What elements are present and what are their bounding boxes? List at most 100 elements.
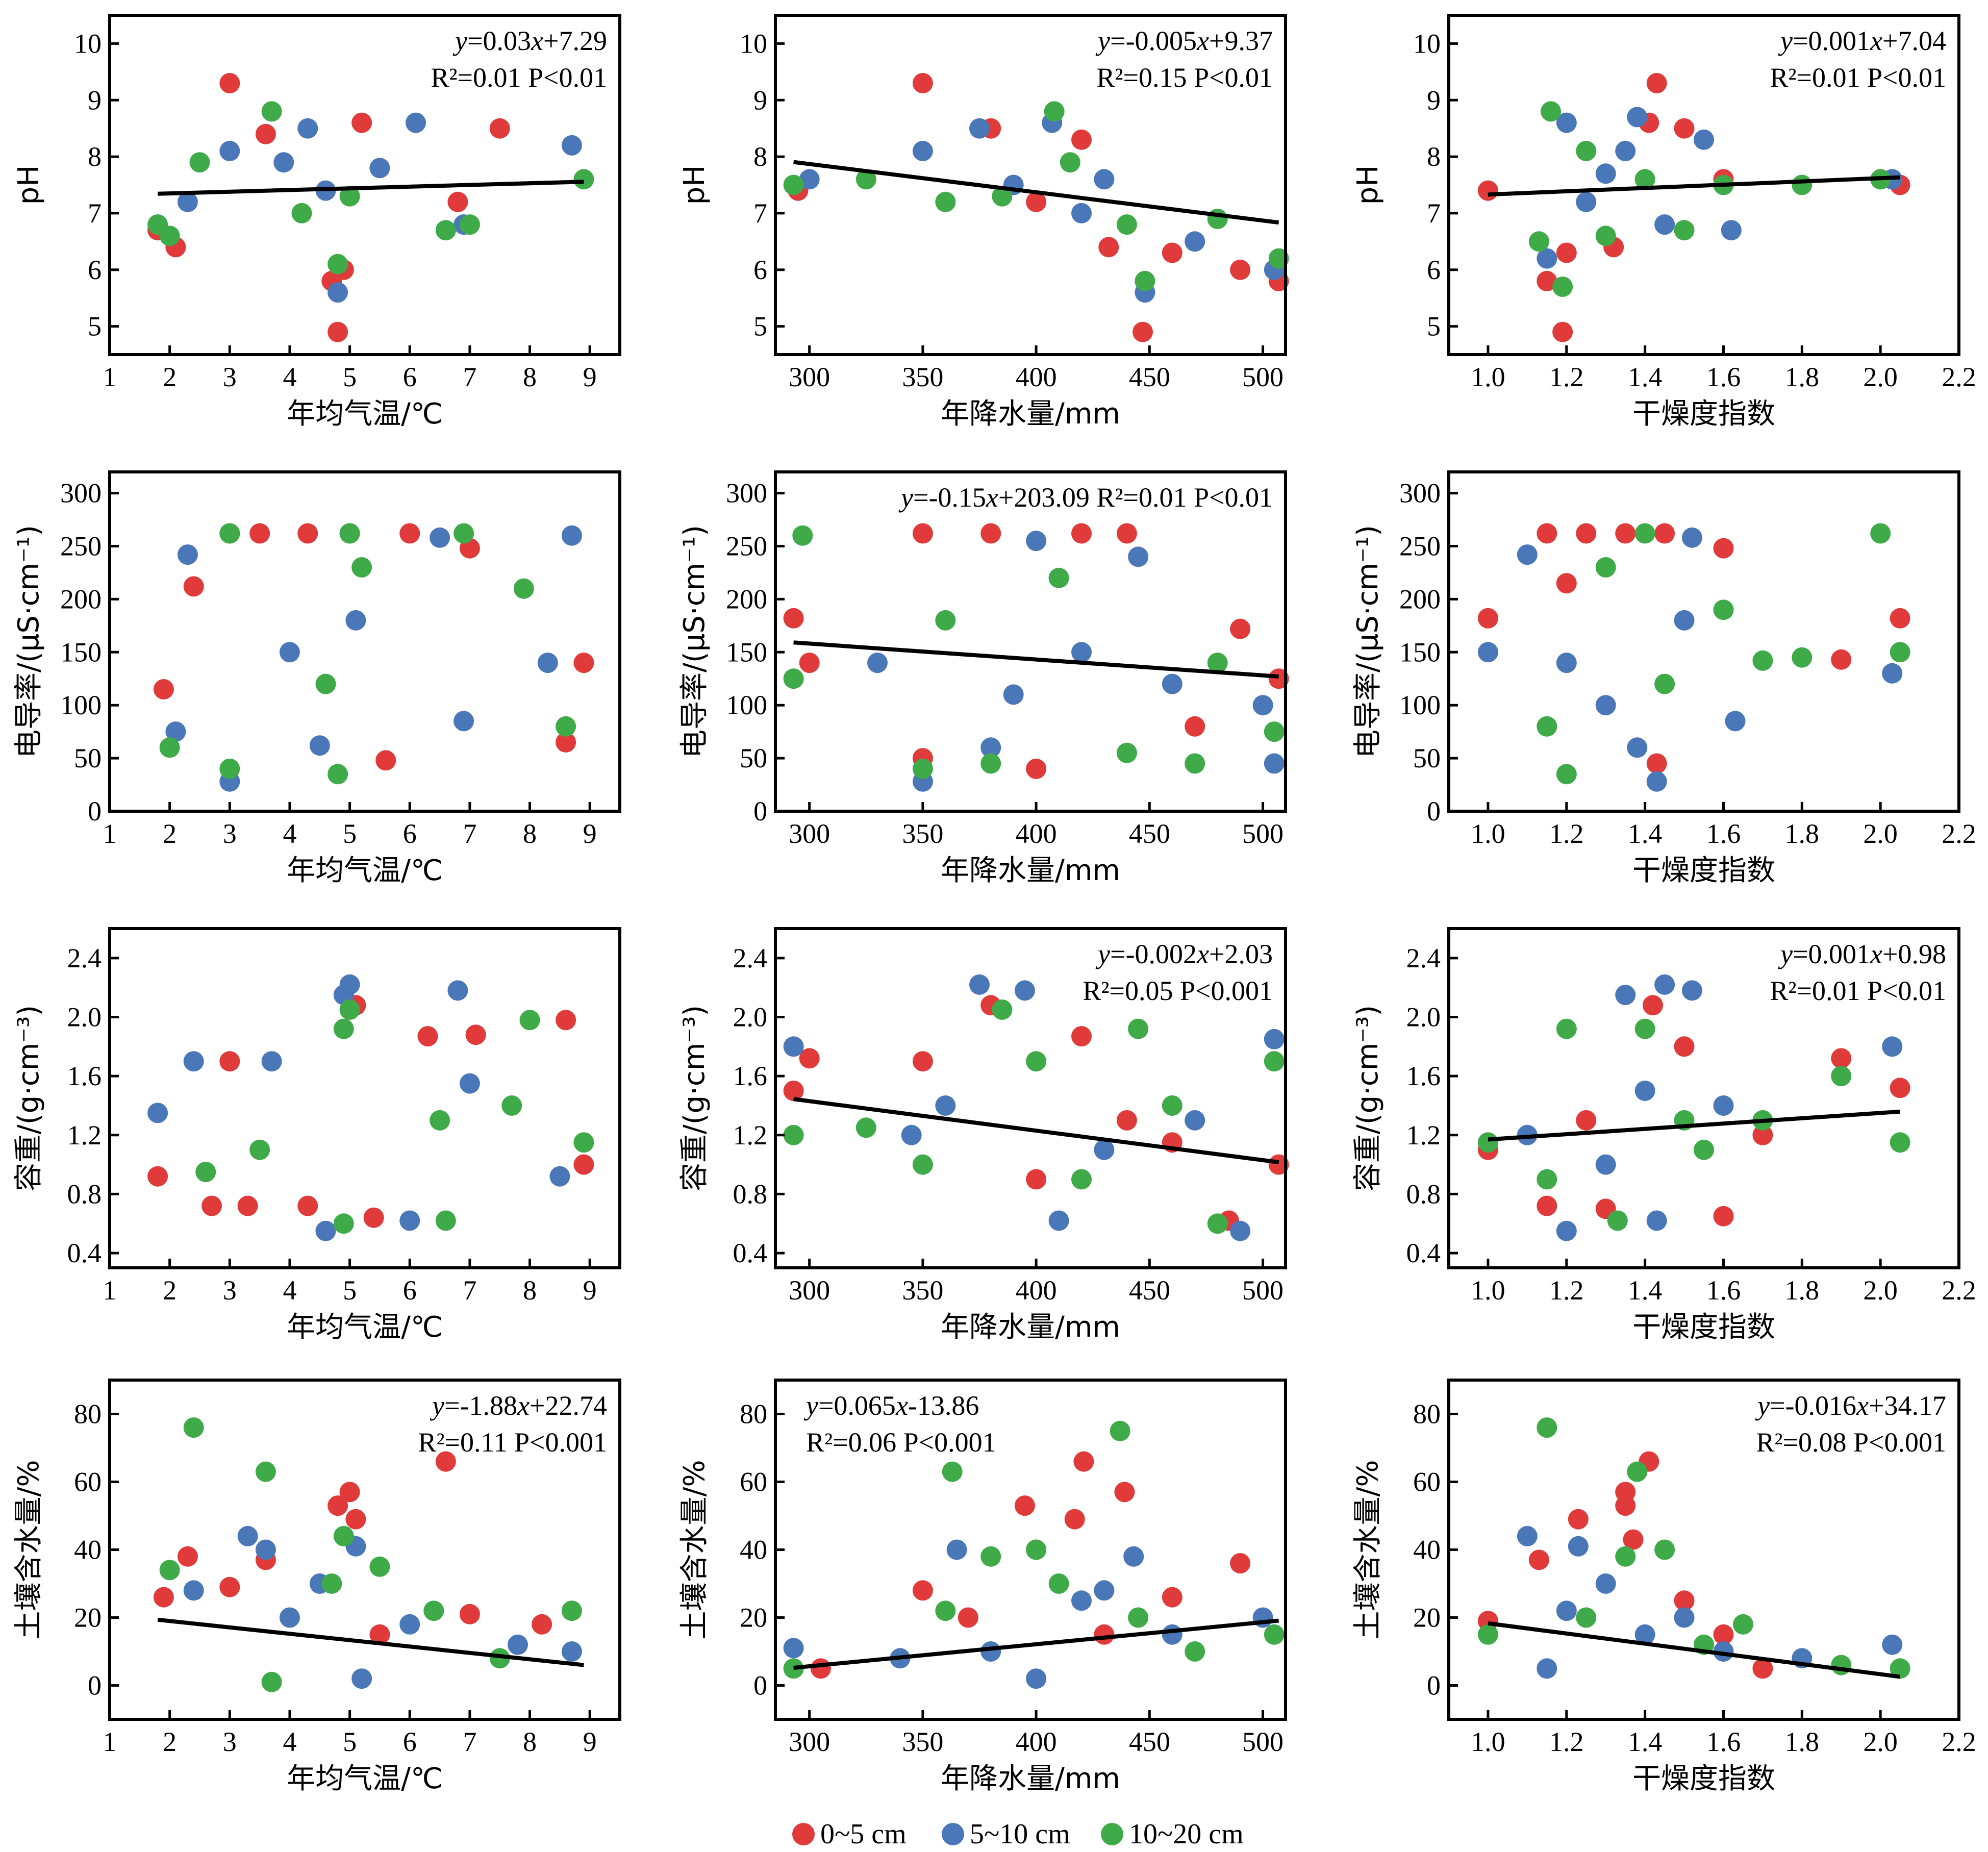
x-tick-label: 350: [902, 818, 943, 849]
point-s2-4: [783, 1658, 804, 1679]
scatter-points: [147, 73, 594, 342]
point-s2-7: [561, 1600, 582, 1621]
point-s2-0: [792, 525, 813, 546]
point-s2-0: [183, 1417, 204, 1438]
x-tick-label: 3: [223, 362, 237, 392]
x-tick-label: 2: [163, 1275, 177, 1306]
point-s2-5: [1890, 642, 1910, 663]
y-tick-label: 0.8: [733, 1179, 768, 1209]
point-s2-2: [454, 523, 474, 544]
point-s2-1: [912, 758, 933, 779]
point-s2-4: [855, 169, 876, 190]
point-s0-4: [237, 1195, 258, 1216]
x-tick-label: 1: [103, 362, 117, 392]
y-tick-label: 8: [1427, 141, 1441, 172]
point-s0-9: [556, 732, 576, 753]
x-tick-label: 6: [403, 1726, 417, 1757]
point-s2-6: [1048, 567, 1069, 588]
scatter-points: [1477, 974, 1910, 1241]
point-s0-1: [1831, 1048, 1852, 1069]
point-s0-2: [328, 1495, 348, 1516]
point-s0-2: [1615, 523, 1636, 544]
point-s0-4: [1623, 1529, 1644, 1550]
point-s2-7: [1048, 1573, 1069, 1594]
point-s1-7: [561, 1641, 582, 1662]
y-tick-label: 0: [1427, 796, 1441, 827]
x-tick-label: 8: [523, 362, 537, 392]
x-tick-label: 4: [283, 1726, 296, 1757]
x-tick-label: 2.0: [1863, 1726, 1898, 1757]
y-tick-label: 7: [88, 198, 102, 229]
x-tick-label: 3: [223, 818, 237, 849]
regression-line: [793, 640, 1279, 679]
scatter-points: [1477, 523, 1910, 792]
point-s0-7: [1026, 1169, 1047, 1190]
regression-equation: y=-1.88x+22.74: [430, 1390, 607, 1421]
point-s1-3: [315, 1220, 336, 1241]
y-tick-label: 300: [726, 478, 767, 509]
x-tick-label: 1.6: [1706, 818, 1741, 849]
point-s2-1: [255, 1461, 276, 1482]
point-s1-3: [1264, 1029, 1285, 1049]
legend-marker-0-5: [792, 1823, 815, 1845]
point-s2-5: [1831, 1655, 1852, 1675]
y-tick-label: 0: [88, 796, 102, 827]
point-s1-4: [561, 135, 582, 156]
point-s0-9: [1026, 191, 1047, 212]
point-s0-6: [1230, 618, 1251, 639]
legend-label-0-5: 0~5 cm: [820, 1818, 907, 1850]
point-s1-5: [1646, 1210, 1667, 1231]
point-s0-4: [912, 1580, 933, 1601]
x-tick-label: 450: [1129, 1726, 1170, 1757]
point-s1-7: [1556, 653, 1577, 673]
y-tick-label: 2.4: [67, 943, 102, 973]
point-s0-5: [1528, 1549, 1549, 1570]
axes-frame: [108, 14, 621, 356]
point-s2-0: [261, 101, 282, 122]
point-s0-6: [153, 679, 174, 699]
point-s2-8: [935, 1600, 956, 1621]
point-s2-5: [195, 1162, 216, 1183]
point-s0-7: [1646, 753, 1667, 774]
x-tick-label: 1: [103, 818, 117, 849]
y-tick-label: 250: [1399, 531, 1441, 561]
regression-line: [1488, 175, 1900, 197]
point-s0-9: [1026, 758, 1047, 779]
point-s1-0: [1517, 544, 1538, 565]
y-tick-label: 0: [88, 1670, 102, 1701]
x-axis-label: 年均气温/℃: [287, 1762, 443, 1795]
point-s2-8: [573, 169, 594, 190]
y-axis-label: 土壤含水量/%: [1351, 1460, 1385, 1639]
point-s1-7: [183, 1051, 204, 1072]
x-tick-label: 1.8: [1785, 1275, 1820, 1306]
y-tick-label: 100: [60, 690, 102, 720]
point-s2-9: [992, 186, 1013, 207]
point-s2-7: [1537, 716, 1557, 737]
y-tick-label: 300: [1399, 478, 1441, 509]
point-s2-3: [1116, 742, 1137, 763]
regression-equation: R²=0.05 P<0.001: [1083, 975, 1273, 1006]
x-axis-label: 年降水量/mm: [941, 1311, 1120, 1344]
x-tick-label: 2.2: [1942, 1275, 1976, 1306]
point-s0-9: [1713, 1624, 1734, 1645]
point-s0-9: [783, 1081, 804, 1101]
point-s1-3: [183, 1580, 204, 1601]
regression-equation: y=0.065x-13.86: [803, 1390, 979, 1421]
y-tick-label: 250: [726, 531, 767, 561]
point-s1-8: [1674, 610, 1695, 631]
point-s2-6: [1185, 1641, 1205, 1662]
regression-equation: y=0.001x+0.98: [1778, 939, 1946, 969]
x-tick-label: 8: [523, 818, 537, 849]
point-s1-9: [1556, 1600, 1577, 1621]
point-s1-6: [935, 1095, 956, 1116]
point-s2-2: [1607, 1210, 1628, 1231]
y-tick-label: 40: [74, 1535, 102, 1565]
point-s1-0: [1654, 974, 1675, 995]
point-s1-9: [279, 642, 300, 663]
y-tick-label: 9: [88, 85, 102, 115]
point-s0-10: [573, 653, 594, 673]
point-s1-6: [508, 1634, 528, 1655]
point-s1-6: [1185, 231, 1205, 252]
point-s1-9: [1627, 737, 1648, 758]
